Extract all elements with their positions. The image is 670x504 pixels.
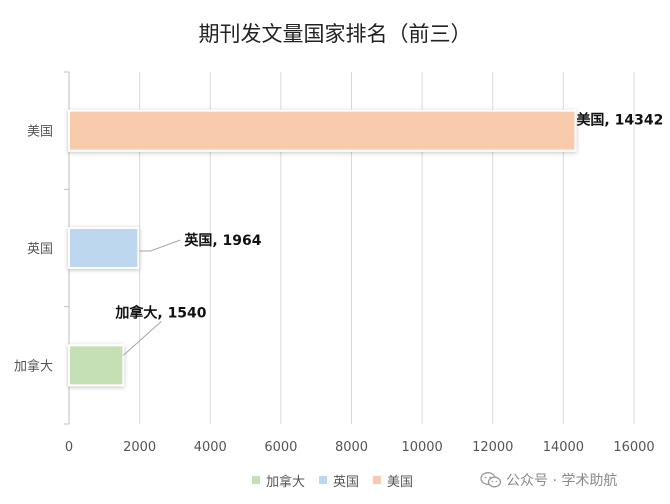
x-tick-label: 2000 [123, 440, 156, 455]
chart-title: 期刊发文量国家排名（前三） [198, 22, 472, 46]
x-tick-label: 0 [65, 440, 73, 455]
data-label: 加拿大, 1540 [114, 304, 206, 321]
category-label: 英国 [27, 242, 53, 257]
leader-line [139, 239, 181, 252]
bar-美国 [68, 109, 577, 152]
x-tick-label: 8000 [335, 440, 368, 455]
x-tick-label: 12000 [472, 440, 513, 455]
category-label: 加拿大 [14, 358, 53, 374]
legend-swatch [252, 476, 260, 484]
legend-item: 美国 [373, 471, 413, 490]
leader-line [123, 320, 162, 356]
legend-label: 加拿大 [266, 474, 306, 490]
x-tick-label: 16000 [613, 440, 654, 455]
x-tick-label: 4000 [194, 440, 227, 455]
chart-legend: 加拿大 英国 美国 [252, 470, 427, 490]
bar-英国 [68, 227, 140, 269]
data-label: 英国, 1964 [183, 232, 261, 249]
wechat-icon [480, 472, 502, 488]
bar-加拿大 [68, 344, 125, 387]
category-label: 美国 [27, 125, 53, 140]
x-tick-label: 6000 [264, 440, 297, 455]
watermark-text: 公众号 · 学术助航 [506, 473, 618, 489]
legend-label: 美国 [387, 474, 414, 490]
legend-swatch [319, 476, 328, 484]
legend-item: 英国 [319, 471, 359, 490]
x-tick-label: 10000 [401, 440, 442, 455]
legend-label: 英国 [333, 474, 360, 490]
legend-swatch [373, 476, 382, 484]
legend-item: 加拿大 [252, 471, 305, 490]
data-label: 美国, 14342 [576, 112, 663, 129]
watermark: 公众号 · 学术助航 [480, 470, 617, 490]
x-tick-label: 14000 [543, 440, 584, 455]
